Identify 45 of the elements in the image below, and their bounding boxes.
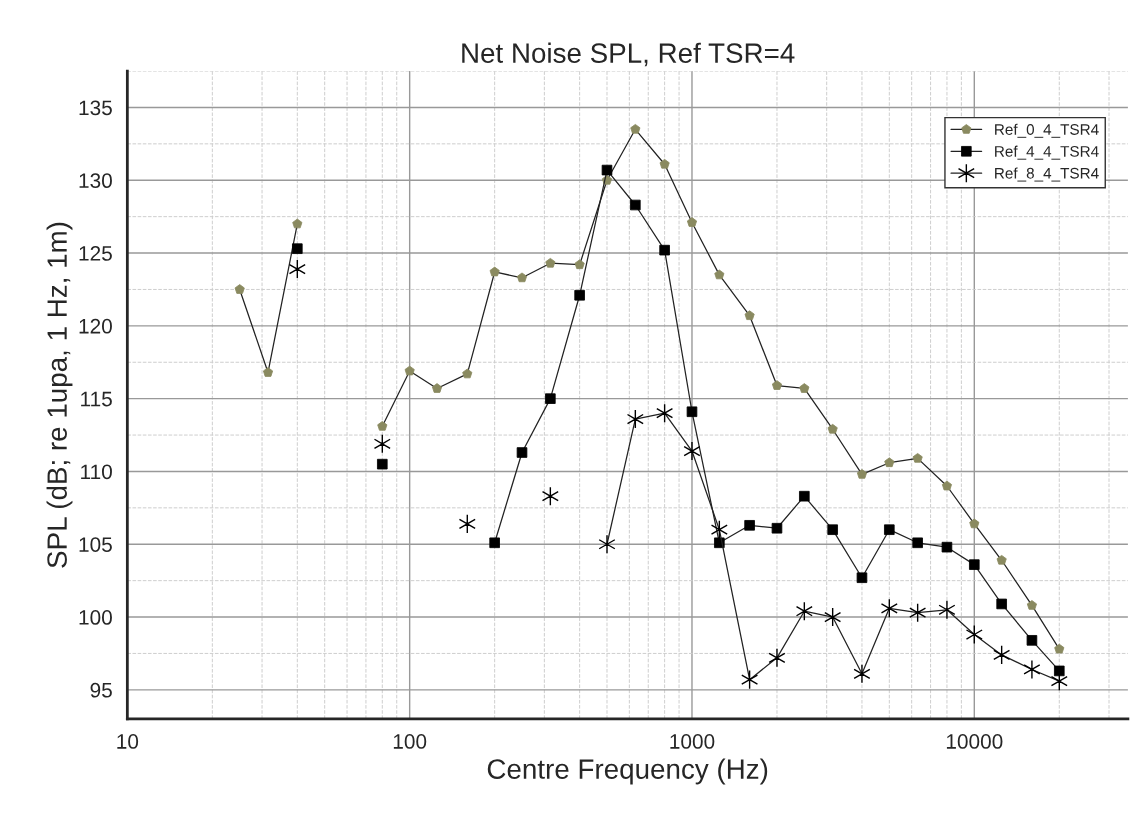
point [853, 664, 871, 684]
y-tick-label: 130 [79, 173, 112, 189]
x-tick-label: 1000 [670, 734, 715, 749]
x-tick-label: 10 [117, 734, 139, 749]
point [795, 601, 813, 621]
point [827, 524, 838, 535]
y-tick-label: 95 [90, 682, 112, 698]
point [373, 434, 391, 454]
point [683, 441, 701, 461]
legend-label: Ref_8_4_TSR4 [995, 167, 1099, 182]
y-axis-title: SPL (dB; re 1upa, 1 Hz, 1m) [46, 222, 73, 568]
point [626, 409, 644, 429]
x-tick-label: 10000 [946, 734, 1003, 749]
point [856, 572, 868, 584]
chart-title: Net Noise SPL, Ref TSR=4 [462, 42, 795, 67]
y-tick-label: 135 [79, 100, 112, 116]
point [458, 514, 476, 534]
point [768, 648, 786, 668]
legend-label: Ref_0_4_TSR4 [995, 123, 1099, 138]
point [598, 534, 616, 554]
y-tick-label: 120 [79, 318, 112, 334]
point [741, 669, 759, 690]
point [601, 164, 613, 176]
point [799, 490, 810, 502]
x-tick-label: 100 [393, 734, 427, 749]
y-tick-label: 100 [79, 610, 112, 625]
point [965, 624, 983, 645]
point [938, 600, 956, 620]
point [710, 519, 728, 540]
point [993, 645, 1011, 665]
y-tick-label: 110 [81, 464, 112, 480]
legend-label: Ref_4_4_TSR4 [995, 145, 1099, 160]
point [288, 259, 306, 279]
point [1023, 659, 1041, 680]
point [292, 243, 303, 254]
x-axis-title: Centre Frequency (Hz) [487, 758, 768, 785]
point [656, 403, 674, 423]
point [909, 602, 927, 623]
point [880, 598, 898, 619]
y-tick-label: 115 [81, 391, 112, 407]
point [541, 486, 559, 506]
y-tick-label: 125 [79, 246, 112, 261]
point [824, 607, 842, 627]
y-tick-label: 105 [79, 537, 112, 552]
point [686, 406, 698, 418]
